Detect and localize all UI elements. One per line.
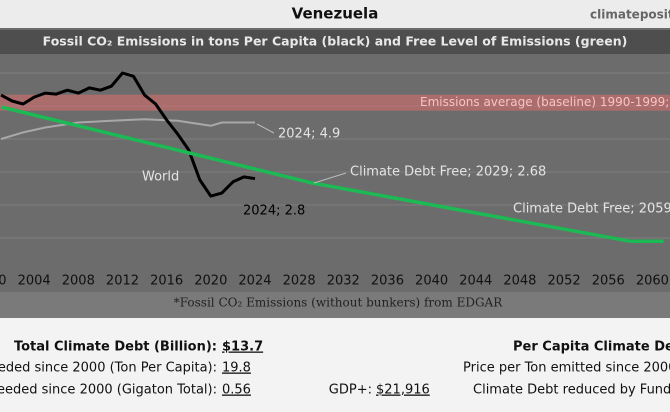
footnote-band: [0, 292, 670, 318]
summary-value: 0.56: [222, 383, 251, 398]
x-tick-label: 2008: [62, 274, 95, 289]
summary-label: Climate Debt reduced by Funds: [473, 383, 670, 398]
x-tick-label: 2020: [194, 274, 227, 289]
baseline-label: Emissions average (baseline) 1990-1999; …: [420, 95, 670, 109]
summary-label: eeded since 2000 (Gigaton Total):: [0, 383, 217, 398]
header-bg: [0, 0, 670, 28]
x-tick-label: 2052: [548, 274, 581, 289]
annotation: World: [142, 170, 179, 185]
connector: [256, 123, 275, 134]
series-line: [0, 118, 255, 140]
x-tick-label: 2024: [238, 274, 271, 289]
x-tick-label: 2036: [371, 274, 404, 289]
summary-label: Total Climate Debt (Billion):: [14, 340, 217, 355]
summary-label: GDP+:: [329, 383, 372, 398]
x-tick-label: 2004: [18, 274, 51, 289]
brand: climatepositi: [590, 8, 670, 22]
summary-bg: [0, 318, 670, 412]
plot-bg: [0, 28, 670, 318]
annotation: Climate Debt Free; 2029; 2.68: [350, 165, 546, 180]
title: Venezuela: [292, 5, 379, 23]
footnote: *Fossil CO₂ Emissions (without bunkers) …: [174, 296, 503, 310]
x-tick-label: 2044: [459, 274, 492, 289]
series-line: [0, 71, 256, 198]
connector: [313, 172, 347, 184]
summary-value: $13.7: [222, 340, 263, 355]
annotation: 2024; 2.8: [243, 204, 305, 219]
plot: 2000 2004 2008 2012 2016 2020 2024 2028 2032 2036…: [0, 71, 670, 289]
x-tick-label: 2056: [592, 274, 625, 289]
annotation: 2024; 4.9: [278, 127, 340, 142]
summary-value: $21,916: [376, 383, 430, 398]
x-tick-label: 2028: [283, 274, 316, 289]
series-line: [0, 105, 664, 244]
subtitle: Fossil CO₂ Emissions in tons Per Capita …: [43, 34, 628, 49]
annotation: Climate Debt Free; 2059: [513, 202, 670, 217]
x-tick-label: 2048: [503, 274, 536, 289]
x-tick-label: 2000: [0, 274, 7, 289]
summary-value: 19.8: [222, 361, 251, 376]
x-tick-label: 2040: [415, 274, 448, 289]
summary-label: eded since 2000 (Ton Per Capita):: [0, 361, 217, 376]
x-tick-label: 2012: [106, 274, 139, 289]
baseline-band: [0, 94, 670, 111]
summary-label: Per Capita Climate Debt: [513, 340, 670, 355]
x-tick-label: 2060: [636, 274, 669, 289]
x-tick-label: 2016: [150, 274, 183, 289]
summary-label: Price per Ton emitted since 2000: [463, 361, 670, 376]
subtitle-band: [0, 30, 670, 54]
x-tick-label: 2032: [327, 274, 360, 289]
